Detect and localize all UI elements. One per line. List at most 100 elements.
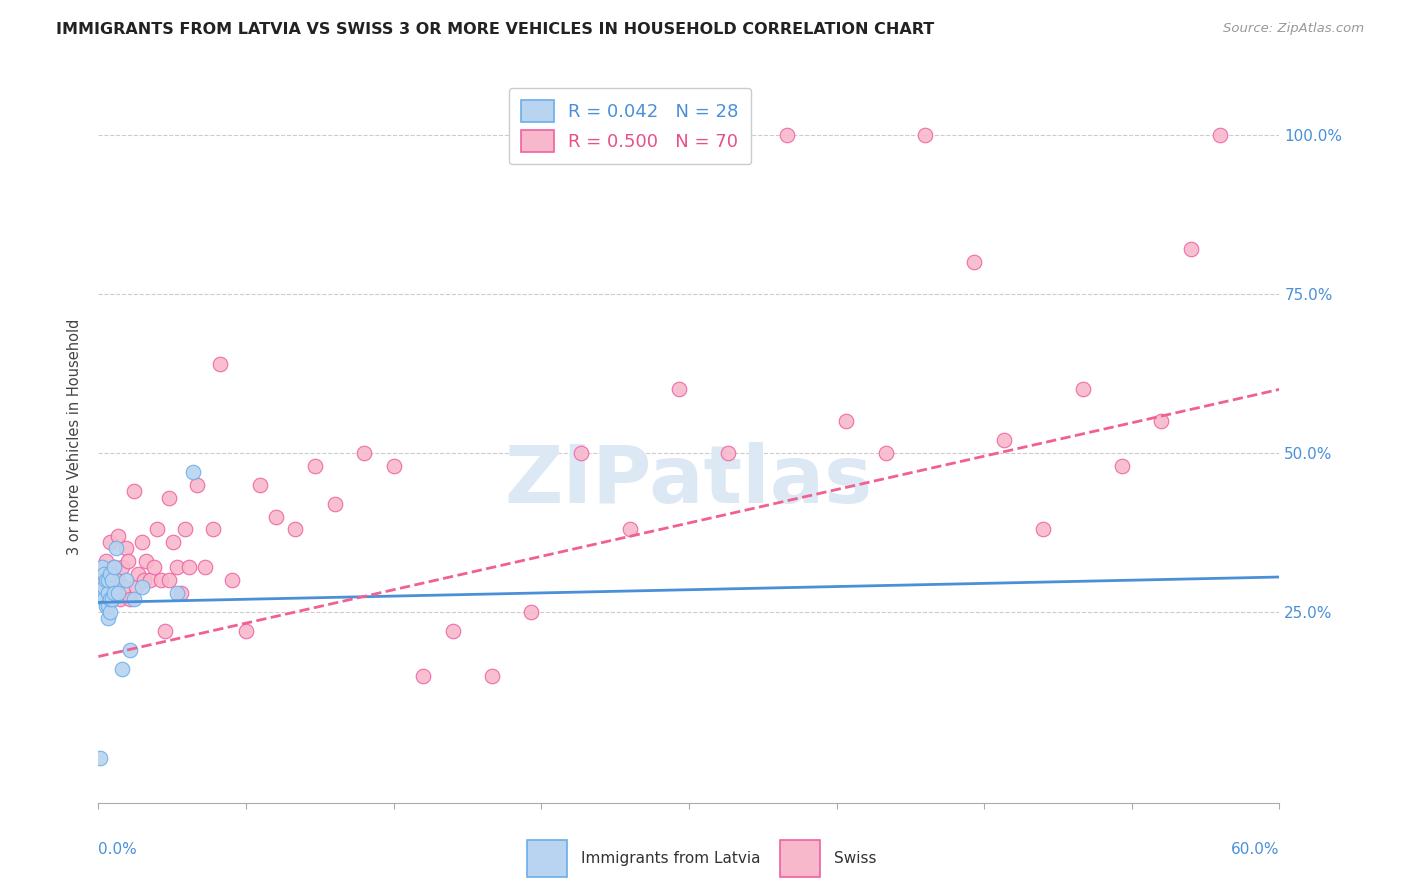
Point [174,522,197,536]
Point [97,586,120,600]
Point [91,580,114,594]
Point [668,383,690,397]
Point [157,573,180,587]
FancyBboxPatch shape [780,840,820,878]
Point [835,414,858,428]
Point [569,446,592,460]
Point [96,599,118,613]
Point [1032,522,1054,536]
FancyBboxPatch shape [527,840,567,878]
Point [118,643,141,657]
Point [186,477,208,491]
Point [138,573,160,587]
Point [98,592,121,607]
Point [122,484,145,499]
Point [101,573,124,587]
Point [97,592,120,607]
Point [520,605,543,619]
Point [441,624,464,638]
Point [150,573,173,587]
Point [93,580,115,594]
Text: ZIPatlas: ZIPatlas [505,442,873,520]
Point [97,573,120,587]
Point [98,592,121,607]
Point [142,560,165,574]
Point [135,554,157,568]
Point [107,573,129,587]
Text: 60.0%: 60.0% [1232,842,1279,856]
Point [249,477,271,491]
Point [107,529,129,543]
Point [122,592,145,607]
Point [103,586,125,600]
Point [131,535,153,549]
Point [103,560,125,574]
Point [166,560,188,574]
Point [96,554,118,568]
Point [93,592,115,607]
Point [1071,383,1094,397]
Point [132,573,155,587]
Point [89,751,111,765]
Point [93,573,115,587]
Point [221,573,243,587]
Text: Immigrants from Latvia: Immigrants from Latvia [581,851,761,866]
Legend: R = 0.042   N = 28, R = 0.500   N = 70: R = 0.042 N = 28, R = 0.500 N = 70 [509,87,751,164]
Point [101,592,124,607]
Point [412,668,434,682]
Point [118,592,141,607]
Point [209,357,232,371]
Point [284,522,307,536]
Point [181,465,204,479]
Point [481,668,503,682]
Point [115,541,138,556]
Point [96,573,118,587]
Point [304,458,326,473]
Point [111,560,134,574]
Point [91,560,114,574]
Point [111,662,134,676]
Point [98,535,121,549]
Point [117,554,139,568]
Point [1209,128,1232,142]
Point [166,586,188,600]
Point [91,586,114,600]
Point [875,446,897,460]
Point [107,586,129,600]
Point [323,497,346,511]
Point [98,605,121,619]
Point [353,446,375,460]
Text: Source: ZipAtlas.com: Source: ZipAtlas.com [1223,22,1364,36]
Point [1111,458,1133,473]
Text: 0.0%: 0.0% [98,842,138,856]
Point [177,560,200,574]
Point [194,560,217,574]
Point [93,566,115,581]
Text: Swiss: Swiss [834,851,876,866]
Point [97,611,120,625]
Point [146,522,169,536]
Point [1180,243,1202,257]
Point [108,592,131,607]
Point [235,624,257,638]
Point [993,434,1015,448]
Point [115,573,138,587]
Point [170,586,193,600]
Point [619,522,641,536]
Point [105,586,128,600]
Point [963,255,986,269]
Point [101,573,124,587]
Point [162,535,184,549]
Point [382,458,405,473]
Point [131,580,153,594]
Point [103,586,125,600]
Y-axis label: 3 or more Vehicles in Household: 3 or more Vehicles in Household [67,319,83,555]
Point [125,580,148,594]
Point [201,522,224,536]
Text: IMMIGRANTS FROM LATVIA VS SWISS 3 OR MORE VEHICLES IN HOUSEHOLD CORRELATION CHAR: IMMIGRANTS FROM LATVIA VS SWISS 3 OR MOR… [56,22,935,37]
Point [157,491,180,505]
Point [103,560,125,574]
Point [112,580,135,594]
Point [98,566,121,581]
Point [914,128,936,142]
